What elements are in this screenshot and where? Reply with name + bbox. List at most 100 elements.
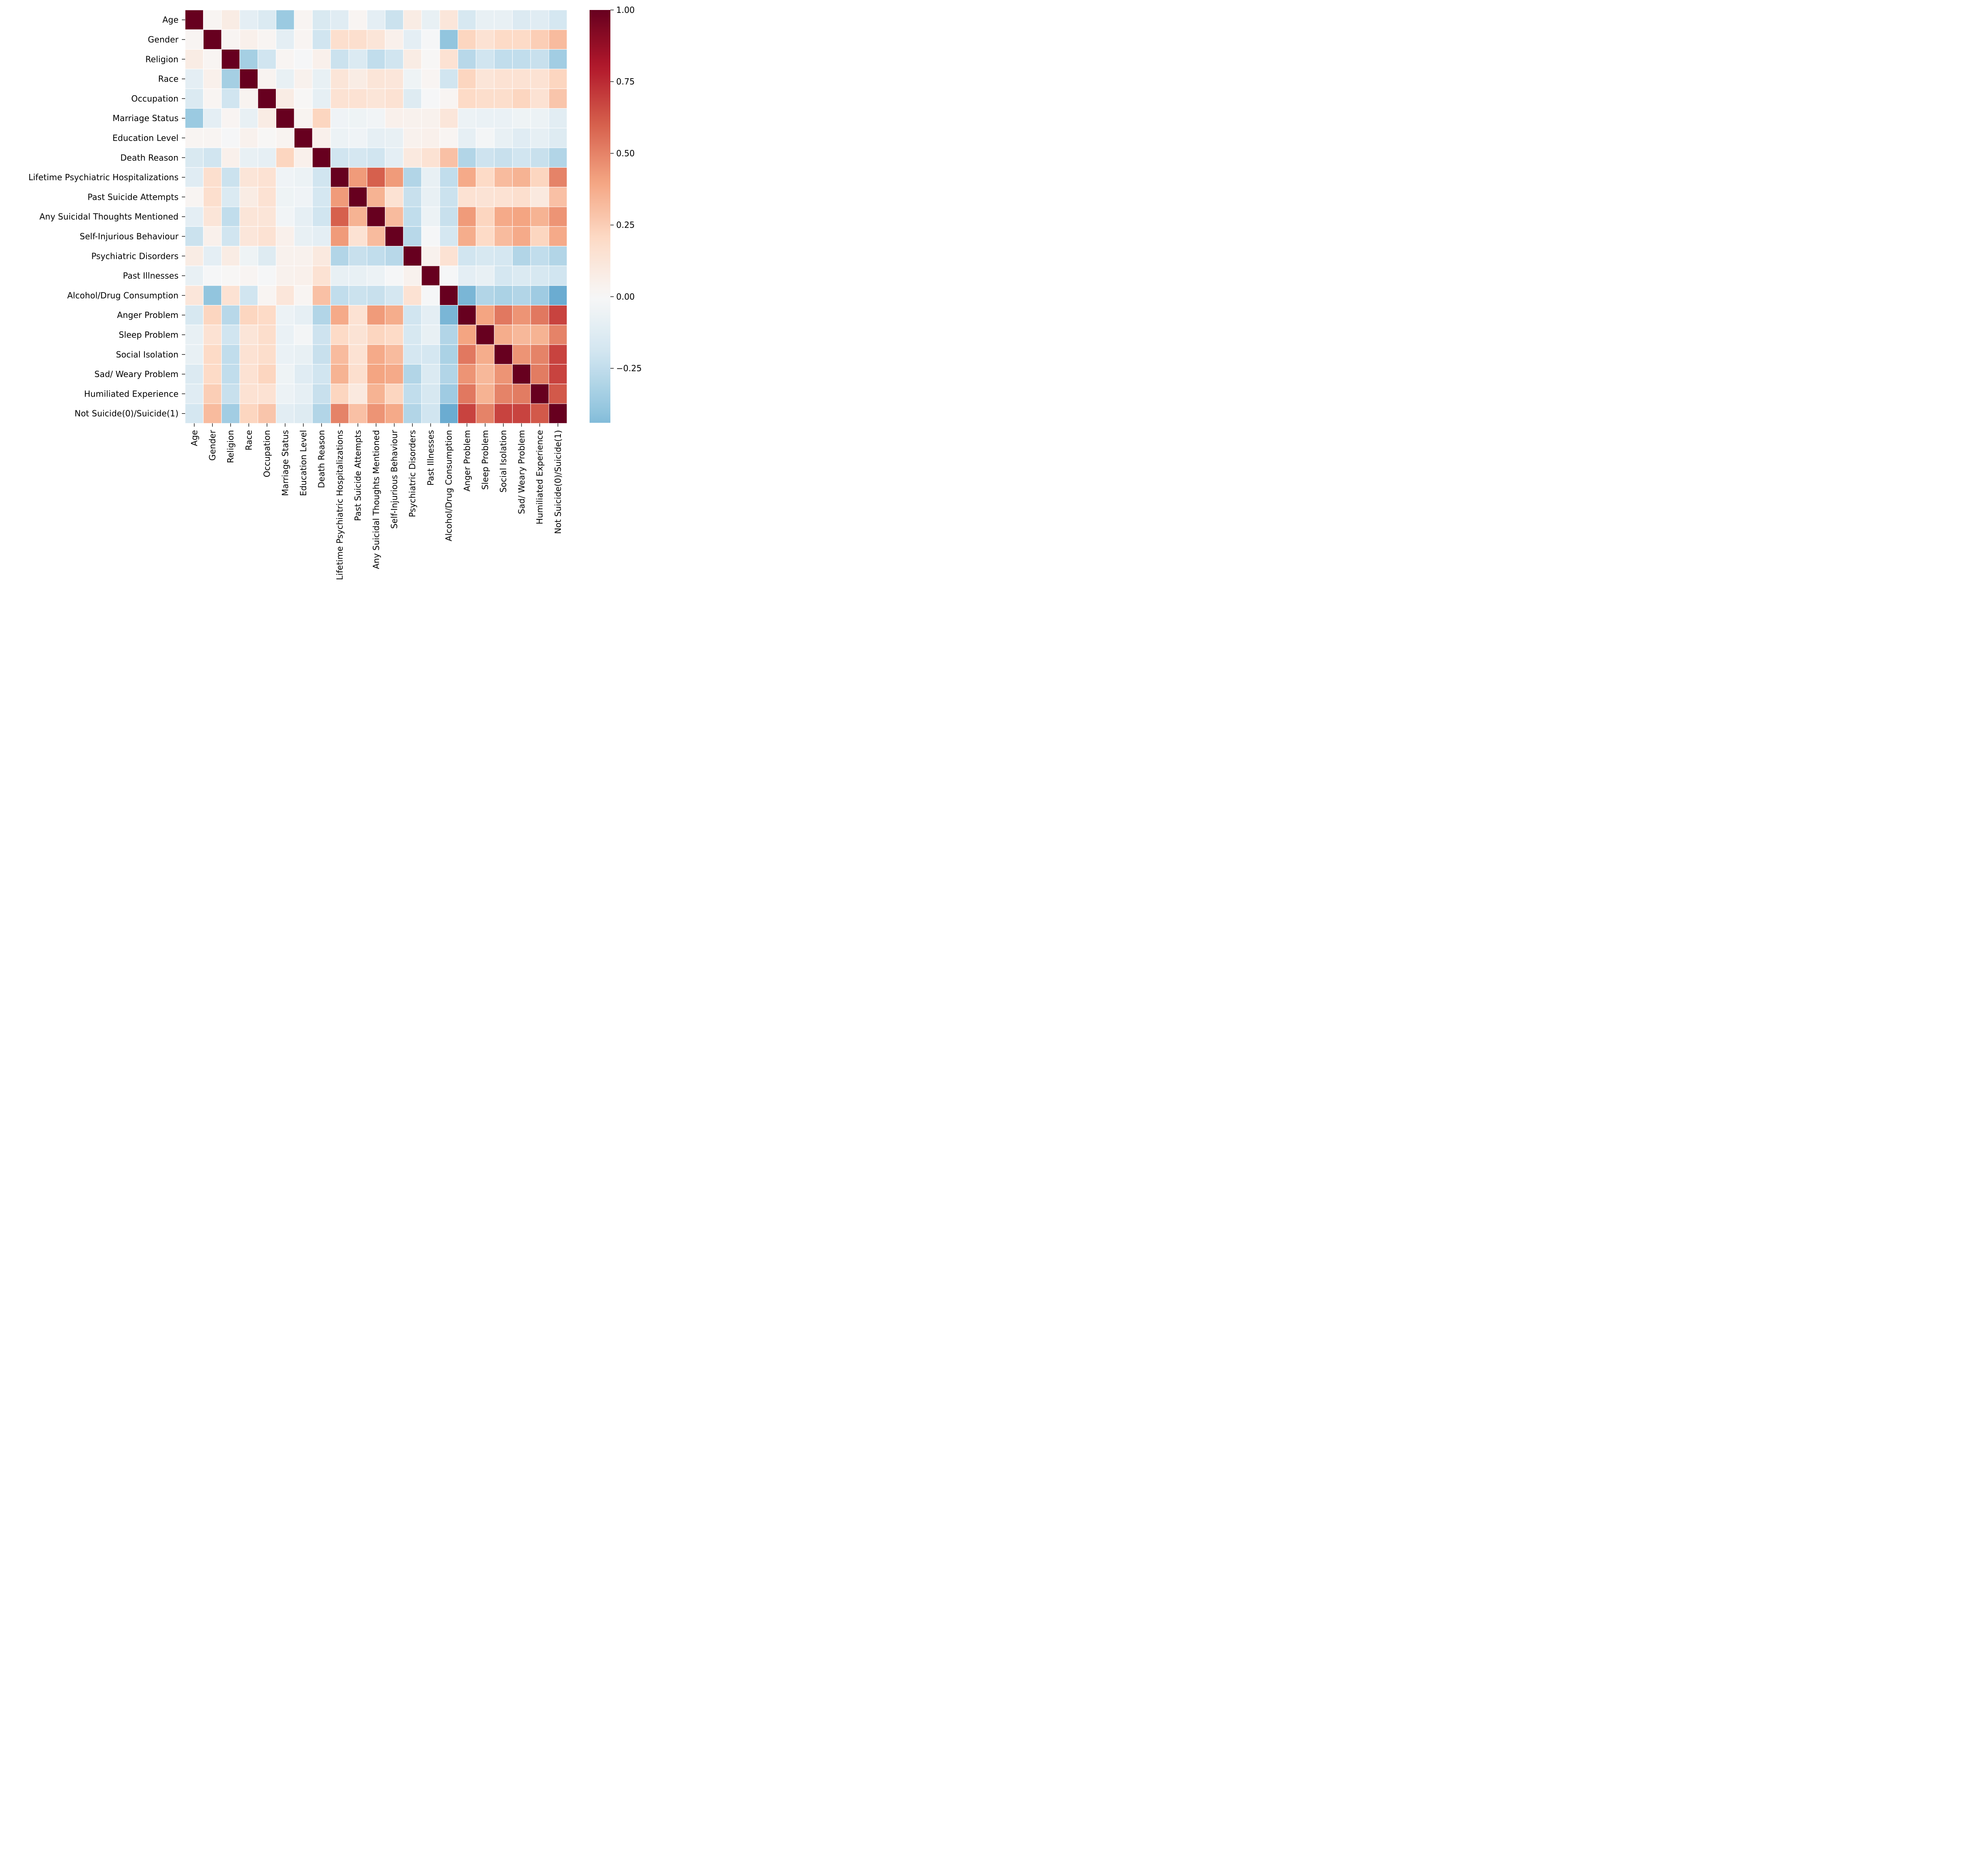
y-tick-label: Gender (148, 35, 178, 45)
heatmap-cell (258, 344, 276, 365)
heatmap-cell (530, 246, 549, 266)
heatmap-cell (512, 246, 531, 266)
heatmap-cell (239, 246, 258, 266)
heatmap-cell (203, 10, 222, 30)
heatmap-cell (203, 403, 222, 424)
heatmap-cell (239, 128, 258, 148)
y-tick-label: Religion (145, 54, 178, 64)
heatmap-cell (494, 206, 513, 227)
heatmap-cell (548, 226, 568, 247)
heatmap-cell (312, 285, 331, 306)
heatmap-cell (258, 325, 276, 345)
heatmap-cell (530, 325, 549, 345)
y-tick-label: Age (162, 15, 178, 25)
heatmap-cell (367, 206, 386, 227)
heatmap-cell (185, 305, 204, 325)
heatmap-cell (221, 226, 240, 247)
y-tick-label: Self-Injurious Behaviour (80, 231, 179, 241)
colorbar-tick-label: 1.00 (616, 5, 635, 15)
heatmap-cell (439, 364, 459, 385)
x-tick-label: Age (189, 430, 199, 446)
y-tick-label: Lifetime Psychiatric Hospitalizations (28, 172, 178, 182)
heatmap-cell (203, 364, 222, 385)
heatmap-cell (203, 167, 222, 188)
heatmap-cell (185, 147, 204, 168)
heatmap-cell (203, 265, 222, 286)
heatmap-cell (512, 10, 531, 30)
colorbar-tick-label: 0.25 (616, 220, 635, 230)
heatmap-cell (330, 29, 349, 50)
heatmap-cell (385, 246, 404, 266)
heatmap-cell (221, 29, 240, 50)
heatmap-cell (530, 29, 549, 50)
heatmap-cell (239, 305, 258, 325)
heatmap-cell (385, 128, 404, 148)
heatmap-cell (458, 187, 476, 207)
heatmap-cell (494, 364, 513, 385)
heatmap-cell (185, 128, 204, 148)
heatmap-cell (330, 206, 349, 227)
heatmap-cell (530, 88, 549, 109)
heatmap-cell (476, 10, 495, 30)
heatmap-cell (258, 29, 276, 50)
heatmap-cell (294, 29, 313, 50)
heatmap-cell (494, 246, 513, 266)
heatmap-cell (239, 108, 258, 129)
heatmap-cell (312, 10, 331, 30)
heatmap-cell (421, 325, 440, 345)
heatmap-cell (403, 29, 422, 50)
heatmap-cell (312, 128, 331, 148)
heatmap-cell (312, 29, 331, 50)
heatmap-cell (548, 49, 568, 69)
heatmap-cell (367, 187, 386, 207)
heatmap-cell (476, 69, 495, 89)
y-tick-label: Marriage Status (112, 113, 178, 123)
heatmap-cell (494, 265, 513, 286)
heatmap-cell (203, 226, 222, 247)
heatmap-cell (294, 49, 313, 69)
heatmap-cell (185, 29, 204, 50)
heatmap-cell (312, 246, 331, 266)
heatmap-cell (258, 285, 276, 306)
heatmap-cell (258, 265, 276, 286)
heatmap-cell (494, 325, 513, 345)
heatmap-cell (221, 265, 240, 286)
heatmap-cell (258, 226, 276, 247)
x-tick-label: Social Isolation (498, 430, 508, 492)
heatmap-cell (476, 364, 495, 385)
x-tick-label: Education Level (298, 430, 308, 496)
heatmap-cell (548, 305, 568, 325)
heatmap-cell (476, 167, 495, 188)
heatmap-cell (476, 265, 495, 286)
heatmap-cell (348, 128, 367, 148)
heatmap-cell (494, 69, 513, 89)
heatmap-cell (512, 265, 531, 286)
heatmap-cell (530, 226, 549, 247)
heatmap-cell (439, 246, 459, 266)
heatmap-cell (330, 10, 349, 30)
x-tick-label: Not Suicide(0)/Suicide(1) (553, 430, 563, 534)
heatmap-cell (439, 265, 459, 286)
heatmap-cell (276, 167, 295, 188)
heatmap-cell (348, 305, 367, 325)
heatmap-cell (512, 206, 531, 227)
heatmap-cell (203, 49, 222, 69)
heatmap-cell (458, 69, 476, 89)
heatmap-cell (385, 49, 404, 69)
heatmap-cell (258, 128, 276, 148)
heatmap-cell (294, 147, 313, 168)
heatmap-cell (548, 384, 568, 404)
heatmap-cell (294, 167, 313, 188)
heatmap-cell (276, 187, 295, 207)
heatmap-cell (403, 88, 422, 109)
y-tick-label: Sleep Problem (119, 330, 178, 340)
heatmap-cell (258, 364, 276, 385)
heatmap-cell (330, 88, 349, 109)
heatmap-cell (221, 10, 240, 30)
heatmap-cell (367, 246, 386, 266)
heatmap-cell (421, 10, 440, 30)
heatmap-cell (421, 305, 440, 325)
heatmap-cell (458, 265, 476, 286)
heatmap-cell (258, 187, 276, 207)
heatmap-cell (203, 384, 222, 404)
